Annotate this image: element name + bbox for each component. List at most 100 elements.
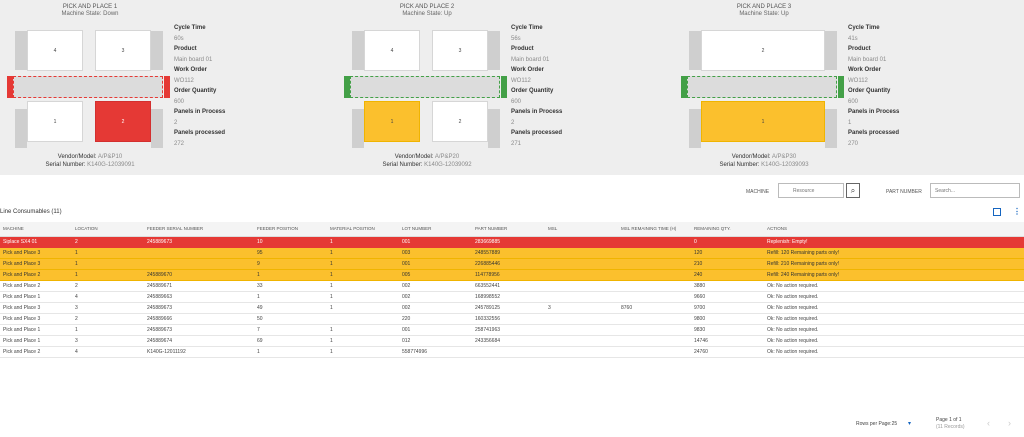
product-value: Main board 01 bbox=[174, 56, 213, 63]
slot-top-left[interactable]: 4 bbox=[364, 30, 420, 71]
slot-top-right[interactable]: 3 bbox=[95, 30, 151, 71]
column-header[interactable]: FEEDER SERIAL NUMBER bbox=[144, 222, 254, 237]
machine-search-input[interactable] bbox=[778, 183, 844, 198]
rail bbox=[488, 31, 500, 70]
table-row[interactable]: Pick and Place 2 2 245889671 33 1 002 66355244… bbox=[0, 280, 1024, 292]
table-cell bbox=[472, 346, 545, 358]
table-row[interactable]: Pick and Place 2 4 K140G-12011192 1 1 5587749… bbox=[0, 346, 1024, 358]
consumables-title: Line Consumables (11) bbox=[0, 209, 62, 215]
table-cell bbox=[618, 236, 691, 248]
column-header[interactable]: PART NUMBER bbox=[472, 222, 545, 237]
table-cell: 0 bbox=[691, 236, 764, 248]
table-cell: 1 bbox=[327, 280, 399, 292]
table-cell: 10 bbox=[254, 236, 327, 248]
slot-top-left[interactable]: 4 bbox=[27, 30, 83, 71]
table-cell bbox=[327, 313, 399, 325]
serial-label: Serial Number: bbox=[382, 162, 423, 168]
slot-bottom[interactable]: 1 bbox=[701, 101, 825, 142]
column-header[interactable]: MACHINE bbox=[0, 222, 72, 237]
table-cell: 14746 bbox=[691, 335, 764, 347]
table-cell: 1 bbox=[327, 346, 399, 358]
table-cell: 240 bbox=[691, 269, 764, 281]
work-order-value: WO112 bbox=[174, 77, 194, 84]
table-cell bbox=[545, 346, 618, 358]
table-cell: 002 bbox=[399, 302, 472, 314]
filter-bar: MACHINE ⌕ PART NUMBER bbox=[0, 181, 1024, 201]
previous-page-icon[interactable]: ‹ bbox=[987, 418, 990, 428]
rail bbox=[689, 31, 701, 70]
table-cell bbox=[618, 313, 691, 325]
conveyor-left-cap bbox=[344, 76, 350, 98]
rail bbox=[825, 31, 837, 70]
rail bbox=[151, 31, 163, 70]
table-row[interactable]: Pick and Place 3 1 9 1 001 226885446 210 Refill… bbox=[0, 258, 1024, 270]
consumables-table: MACHINE LOCATION FEEDER SERIAL NUMBER FEEDE… bbox=[0, 222, 1024, 358]
table-row[interactable]: Siplace SX4 01 2 245889673 10 1 001 283669885 0… bbox=[0, 236, 1024, 248]
column-header[interactable]: MSL bbox=[545, 222, 618, 237]
table-cell: 9660 bbox=[691, 291, 764, 303]
order-qty-value: 600 bbox=[511, 98, 522, 105]
table-cell: 1 bbox=[327, 269, 399, 281]
product-label: Product bbox=[174, 46, 197, 52]
panels-processed-label: Panels processed bbox=[174, 130, 226, 136]
rows-per-page-dropdown-icon[interactable]: ▾ bbox=[908, 421, 912, 427]
column-header[interactable]: LOCATION bbox=[72, 222, 144, 237]
column-header[interactable]: REMAINING QTY. bbox=[691, 222, 764, 237]
column-header[interactable]: ACTIONS bbox=[764, 222, 1024, 237]
page-info: Page 1 of 1 bbox=[936, 417, 962, 423]
column-chooser-icon[interactable] bbox=[993, 208, 1001, 216]
panels-in-process-value: 2 bbox=[174, 119, 178, 126]
table-cell: 245889673 bbox=[144, 236, 254, 248]
table-cell: 2 bbox=[72, 313, 144, 325]
column-header[interactable]: FEEDER POSITION bbox=[254, 222, 327, 237]
slot-bottom-right[interactable]: 2 bbox=[95, 101, 151, 142]
table-row[interactable]: Pick and Place 2 1 245889670 1 1 005 114778956… bbox=[0, 269, 1024, 281]
panels-processed-value: 270 bbox=[848, 140, 859, 147]
table-cell: Siplace SX4 01 bbox=[0, 236, 72, 248]
table-row[interactable]: Pick and Place 1 3 245889674 69 1 012 24335668… bbox=[0, 335, 1024, 347]
order-qty-label: Order Quantity bbox=[511, 88, 554, 94]
machine-details: Cycle Time 56s Product Main board 01 Wor… bbox=[511, 23, 601, 149]
column-header[interactable]: MSL REMAINING TIME (H) bbox=[618, 222, 691, 237]
slot-bottom-right[interactable]: 2 bbox=[432, 101, 488, 142]
table-cell: 4 bbox=[72, 291, 144, 303]
table-cell: 283669885 bbox=[472, 236, 545, 248]
conveyor-left-cap bbox=[7, 76, 13, 98]
table-cell bbox=[618, 335, 691, 347]
slot-bottom-left[interactable]: 1 bbox=[27, 101, 83, 142]
rail bbox=[488, 109, 500, 148]
search-button[interactable]: ⌕ bbox=[846, 183, 860, 198]
table-cell: Pick and Place 2 bbox=[0, 280, 72, 292]
table-cell: 245889673 bbox=[144, 324, 254, 336]
table-cell: 245889670 bbox=[144, 269, 254, 281]
table-cell: 1 bbox=[327, 324, 399, 336]
panels-in-process-label: Panels in Process bbox=[511, 109, 563, 115]
part-number-input[interactable] bbox=[930, 183, 1020, 198]
cycle-time-label: Cycle Time bbox=[511, 25, 543, 31]
machine-card-1: PICK AND PLACE 1 Machine State: Down 4 3… bbox=[0, 0, 300, 175]
machine-title: PICK AND PLACE 3 bbox=[736, 4, 792, 10]
more-options-icon[interactable]: ⋮ bbox=[1013, 207, 1021, 216]
machine-state: Machine State: Down bbox=[61, 11, 119, 17]
rail bbox=[151, 109, 163, 148]
panels-in-process-label: Panels in Process bbox=[174, 109, 226, 115]
column-header[interactable]: MATERIAL POSITION bbox=[327, 222, 399, 237]
slot-bottom-left[interactable]: 1 bbox=[364, 101, 420, 142]
table-cell: 003 bbox=[399, 247, 472, 259]
slot-top-right[interactable]: 3 bbox=[432, 30, 488, 71]
table-cell: 168998552 bbox=[472, 291, 545, 303]
next-page-icon[interactable]: › bbox=[1008, 418, 1011, 428]
table-row[interactable]: Pick and Place 1 1 245889673 7 1 001 258741963… bbox=[0, 324, 1024, 336]
table-cell: Pick and Place 3 bbox=[0, 258, 72, 270]
conveyor bbox=[13, 76, 163, 98]
column-header[interactable]: LOT NUMBER bbox=[399, 222, 472, 237]
slot-top[interactable]: 2 bbox=[701, 30, 825, 71]
table-cell bbox=[545, 335, 618, 347]
table-cell bbox=[618, 291, 691, 303]
table-row[interactable]: Pick and Place 3 3 245889673 49 1 002 24578912… bbox=[0, 302, 1024, 314]
table-cell: Pick and Place 1 bbox=[0, 335, 72, 347]
table-row[interactable]: Pick and Place 1 4 245889663 1 1 002 168998552… bbox=[0, 291, 1024, 303]
table-row[interactable]: Pick and Place 3 2 245889666 50 220 160332556… bbox=[0, 313, 1024, 325]
table-row[interactable]: Pick and Place 3 1 95 1 003 248557889 120 Refil… bbox=[0, 247, 1024, 259]
serial-value: K140G-12039093 bbox=[761, 162, 809, 168]
